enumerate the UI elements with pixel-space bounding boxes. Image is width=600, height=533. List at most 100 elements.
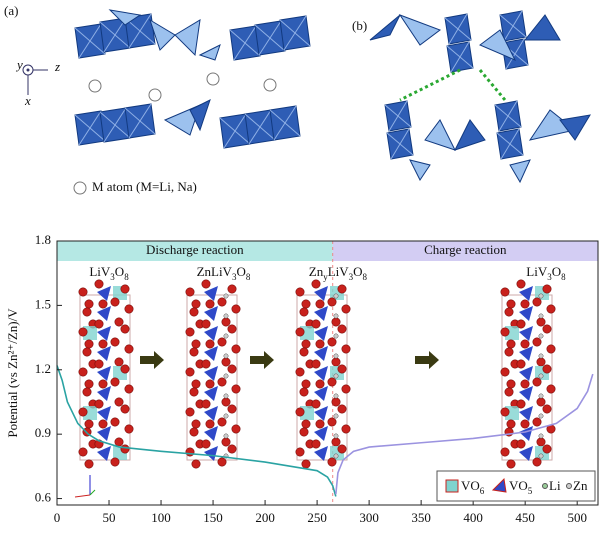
structure-label: LiV3O8	[526, 264, 566, 282]
vo5	[204, 446, 218, 461]
subscript: 8	[561, 272, 566, 282]
vo5	[97, 406, 111, 421]
o-atom	[124, 304, 134, 314]
o-atom	[542, 324, 552, 334]
o-atom	[295, 327, 305, 337]
o-atom	[311, 439, 321, 449]
zn-atom	[223, 293, 229, 299]
vo5	[204, 306, 218, 321]
o-atom	[124, 344, 134, 354]
subscript: 3	[232, 272, 237, 282]
o-atom	[516, 279, 526, 289]
x-tick-label: 0	[54, 510, 61, 525]
edge	[78, 23, 102, 59]
o-atom	[205, 339, 215, 349]
o-atom	[546, 344, 556, 354]
zn-atom	[223, 353, 229, 359]
o-atom	[185, 447, 195, 457]
zn-atom	[538, 313, 544, 319]
zn-atom	[333, 413, 339, 419]
tetrahedron	[424, 119, 456, 151]
o-atom	[500, 407, 510, 417]
vo5	[97, 446, 111, 461]
zn-atom	[223, 313, 229, 319]
edge	[248, 109, 272, 145]
o-atom	[516, 359, 526, 369]
subscript: 8	[124, 272, 129, 282]
o-atom	[205, 419, 215, 429]
o-atom	[114, 317, 124, 327]
zn-atom	[333, 293, 339, 299]
tetrahedron	[523, 14, 561, 41]
o-atom	[120, 404, 130, 414]
o-atom	[185, 327, 195, 337]
o-atom	[78, 447, 88, 457]
o-atom	[78, 407, 88, 417]
o-atom	[205, 379, 215, 389]
o-atom	[221, 437, 231, 447]
o-atom	[84, 339, 94, 349]
vo5	[314, 366, 328, 381]
o-atom	[84, 459, 94, 469]
o-atom	[84, 379, 94, 389]
vo5	[314, 386, 328, 401]
o-atom	[78, 327, 88, 337]
o-atom	[221, 397, 231, 407]
o-atom	[331, 357, 341, 367]
o-atom	[500, 327, 510, 337]
o-atom	[506, 459, 516, 469]
o-atom	[301, 419, 311, 429]
o-atom	[227, 404, 237, 414]
edge	[390, 128, 410, 160]
o-atom	[84, 419, 94, 429]
o-atom	[82, 387, 92, 397]
panel-label: (b)	[352, 18, 367, 33]
link	[478, 69, 507, 101]
legend-label: Li	[549, 478, 561, 493]
y-tick-label: 1.2	[35, 361, 51, 376]
phase-band	[332, 241, 598, 261]
edge	[233, 25, 257, 61]
edge	[448, 13, 468, 45]
zn-atom	[223, 333, 229, 339]
o-atom	[98, 419, 108, 429]
zn-atom	[333, 353, 339, 359]
vo5	[204, 366, 218, 381]
o-atom	[217, 297, 227, 307]
tetrahedron	[108, 9, 142, 26]
edge	[128, 103, 152, 139]
atom-note: M atom (M=Li, Na)	[92, 179, 197, 194]
o-atom	[94, 279, 104, 289]
o-atom	[295, 287, 305, 297]
vo5	[314, 446, 328, 461]
edge	[128, 13, 152, 49]
subscript: 3	[110, 272, 115, 282]
vo5	[519, 426, 533, 441]
o-atom	[331, 437, 341, 447]
vo5	[519, 326, 533, 341]
edge	[103, 17, 127, 53]
tetrahedron	[409, 159, 431, 181]
o-atom	[315, 339, 325, 349]
zn-atom	[538, 393, 544, 399]
o-atom	[191, 299, 201, 309]
vo5	[519, 306, 533, 321]
plot-frame	[56, 240, 599, 506]
zn-atom	[538, 453, 544, 459]
o-atom	[191, 419, 201, 429]
phase-label: Charge reaction	[424, 242, 507, 257]
o-atom	[231, 304, 241, 314]
tetrahedron	[454, 119, 486, 151]
o-atom	[315, 379, 325, 389]
o-atom	[189, 307, 199, 317]
edge	[103, 107, 127, 143]
y-tick-label: 0.6	[35, 490, 52, 505]
axis-letter: x	[24, 93, 31, 108]
o-atom	[331, 317, 341, 327]
x-tick-label: 100	[151, 510, 171, 525]
o-atom	[191, 339, 201, 349]
o-atom	[327, 377, 337, 387]
formula-part: O	[236, 264, 245, 279]
o-atom	[520, 419, 530, 429]
